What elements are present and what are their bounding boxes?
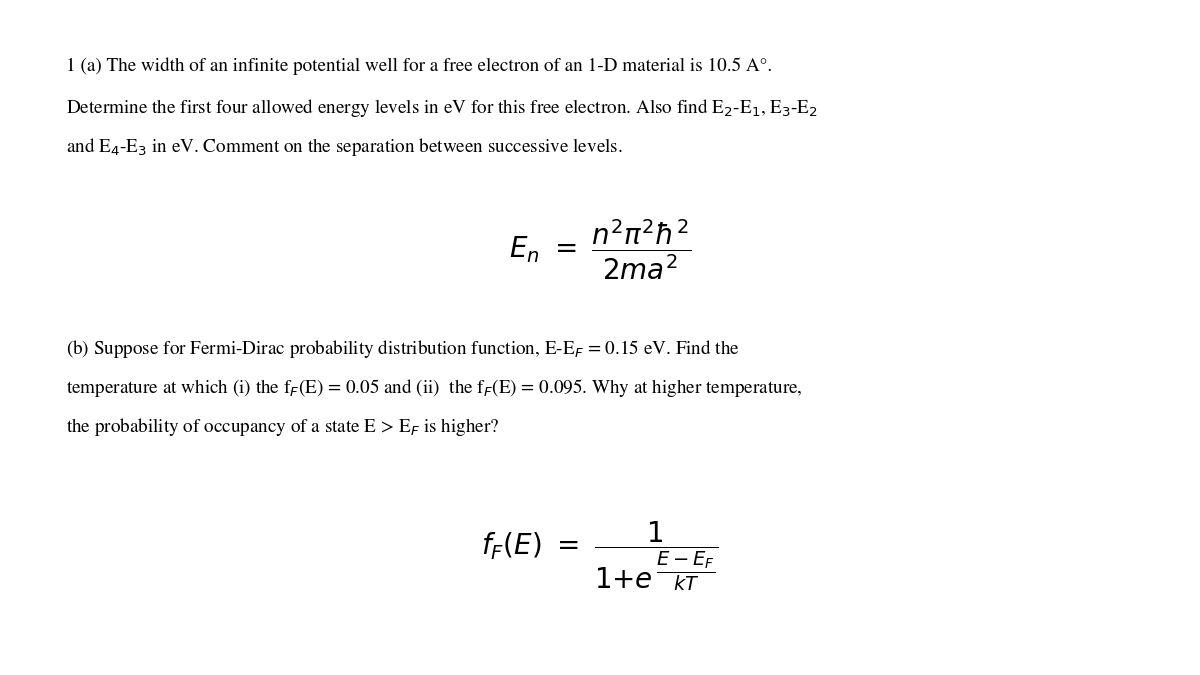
Text: $f_F(E) \ = \ \dfrac{1}{1{+}e^{\,\dfrac{E-E_F}{kT}}}$: $f_F(E) \ = \ \dfrac{1}{1{+}e^{\,\dfrac{…: [481, 520, 719, 593]
Text: Determine the first four allowed energy levels in eV for this free electron. Als: Determine the first four allowed energy …: [66, 97, 818, 119]
Text: the probability of occupancy of a state E > E$_F$ is higher?: the probability of occupancy of a state …: [66, 416, 499, 438]
Text: 1 (a) The width of an infinite potential well for a free electron of an 1-D mate: 1 (a) The width of an infinite potential…: [66, 57, 773, 75]
Text: temperature at which (i) the f$_F$(E) = 0.05 and (ii)  the f$_F$(E) = 0.095. Why: temperature at which (i) the f$_F$(E) = …: [66, 377, 803, 399]
Text: $E_n \ = \ \dfrac{n^2\pi^2\hbar^2}{2ma^2}$: $E_n \ = \ \dfrac{n^2\pi^2\hbar^2}{2ma^2…: [509, 217, 691, 282]
Text: (b) Suppose for Fermi-Dirac probability distribution function, E-E$_F$ = 0.15 eV: (b) Suppose for Fermi-Dirac probability …: [66, 338, 740, 360]
Text: and E$_4$-E$_3$ in eV. Comment on the separation between successive levels.: and E$_4$-E$_3$ in eV. Comment on the se…: [66, 136, 623, 158]
